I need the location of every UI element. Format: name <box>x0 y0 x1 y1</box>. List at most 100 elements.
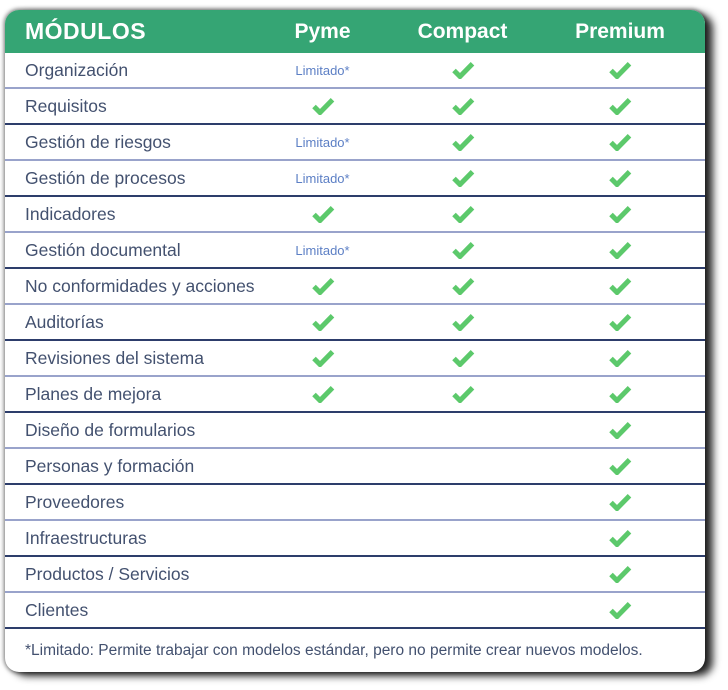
table-row: Planes de mejora <box>5 377 705 413</box>
check-icon <box>609 314 632 331</box>
table-row: Indicadores <box>5 197 705 233</box>
check-icon <box>451 62 474 79</box>
check-icon <box>451 314 474 331</box>
module-label: Indicadores <box>25 203 116 224</box>
check-icon <box>609 242 632 259</box>
plan-cell-pyme <box>255 385 390 403</box>
check-icon <box>311 278 334 295</box>
check-icon <box>609 602 632 619</box>
module-label: Gestión de riesgos <box>25 131 171 152</box>
check-icon <box>609 170 632 187</box>
check-icon <box>311 206 334 223</box>
check-icon <box>609 530 632 547</box>
plan-cell-premium <box>535 61 705 79</box>
module-label: Gestión documental <box>25 239 181 260</box>
module-label: Proveedores <box>25 491 125 512</box>
plan-cell-compact <box>390 385 535 403</box>
plan-header-compact: Compact <box>417 19 508 43</box>
plan-header-premium: Premium <box>575 19 665 43</box>
module-label: Auditorías <box>25 311 104 332</box>
module-label: Clientes <box>25 599 89 620</box>
module-label: No conformidades y acciones <box>25 275 255 296</box>
table-header: MÓDULOS Pyme Compact Premium <box>5 10 705 53</box>
plan-cell-pyme <box>255 205 390 223</box>
plan-cell-premium <box>535 205 705 223</box>
limited-badge: Limitado* <box>295 62 350 78</box>
table-row: Revisiones del sistema <box>5 341 705 377</box>
check-icon <box>311 350 334 367</box>
module-label: Gestión de procesos <box>25 167 186 188</box>
check-icon <box>451 242 474 259</box>
check-icon <box>451 278 474 295</box>
check-icon <box>609 134 632 151</box>
plan-cell-premium <box>535 241 705 259</box>
check-icon <box>609 98 632 115</box>
plan-cell-premium <box>535 601 705 619</box>
modules-column-header: MÓDULOS <box>25 18 147 44</box>
module-label: Requisitos <box>25 95 107 116</box>
table-row: Infraestructuras <box>5 521 705 557</box>
plan-cell-premium <box>535 529 705 547</box>
plan-cell-premium <box>535 277 705 295</box>
check-icon <box>609 494 632 511</box>
plan-cell-pyme <box>255 313 390 331</box>
plan-cell-compact <box>390 61 535 79</box>
module-label: Personas y formación <box>25 455 195 476</box>
check-icon <box>311 314 334 331</box>
plan-cell-premium <box>535 133 705 151</box>
plan-cell-compact <box>390 205 535 223</box>
plan-cell-pyme <box>255 277 390 295</box>
table-row: Auditorías <box>5 305 705 341</box>
plan-cell-compact <box>390 313 535 331</box>
limited-badge: Limitado* <box>295 134 350 150</box>
limited-badge: Limitado* <box>295 170 350 186</box>
pricing-comparison-card: MÓDULOS Pyme Compact Premium Organizació… <box>5 10 705 672</box>
check-icon <box>609 386 632 403</box>
check-icon <box>311 386 334 403</box>
table-row: Diseño de formularios <box>5 413 705 449</box>
check-icon <box>451 170 474 187</box>
limited-badge: Limitado* <box>295 242 350 258</box>
module-label: Productos / Servicios <box>25 563 190 584</box>
plan-cell-premium <box>535 97 705 115</box>
table-row: Personas y formación <box>5 449 705 485</box>
plan-cell-pyme: Limitado* <box>255 136 390 149</box>
check-icon <box>609 458 632 475</box>
check-icon <box>451 206 474 223</box>
plan-cell-premium <box>535 385 705 403</box>
table-row: Gestión de procesos Limitado* <box>5 161 705 197</box>
plan-cell-premium <box>535 169 705 187</box>
plan-cell-pyme: Limitado* <box>255 64 390 77</box>
check-icon <box>451 98 474 115</box>
plan-cell-pyme <box>255 97 390 115</box>
plan-cell-pyme: Limitado* <box>255 244 390 257</box>
plan-cell-compact <box>390 97 535 115</box>
check-icon <box>451 134 474 151</box>
plan-cell-premium <box>535 313 705 331</box>
table-body: Organización Limitado* Requisitos Gestión d… <box>5 53 705 629</box>
table-row: Clientes <box>5 593 705 629</box>
table-row: Requisitos <box>5 89 705 125</box>
plan-cell-pyme <box>255 349 390 367</box>
table-row: Productos / Servicios <box>5 557 705 593</box>
check-icon <box>609 206 632 223</box>
module-label: Organización <box>25 59 129 80</box>
check-icon <box>609 62 632 79</box>
plan-cell-compact <box>390 349 535 367</box>
plan-cell-premium <box>535 349 705 367</box>
plan-cell-premium <box>535 565 705 583</box>
table-row: No conformidades y acciones <box>5 269 705 305</box>
table-row: Proveedores <box>5 485 705 521</box>
plan-cell-compact <box>390 133 535 151</box>
table-row: Gestión documental Limitado* <box>5 233 705 269</box>
check-icon <box>311 98 334 115</box>
check-icon <box>451 386 474 403</box>
plan-cell-premium <box>535 457 705 475</box>
check-icon <box>609 278 632 295</box>
plan-cell-premium <box>535 421 705 439</box>
module-label: Infraestructuras <box>25 527 147 548</box>
module-label: Diseño de formularios <box>25 419 196 440</box>
module-label: Revisiones del sistema <box>25 347 204 368</box>
check-icon <box>609 566 632 583</box>
